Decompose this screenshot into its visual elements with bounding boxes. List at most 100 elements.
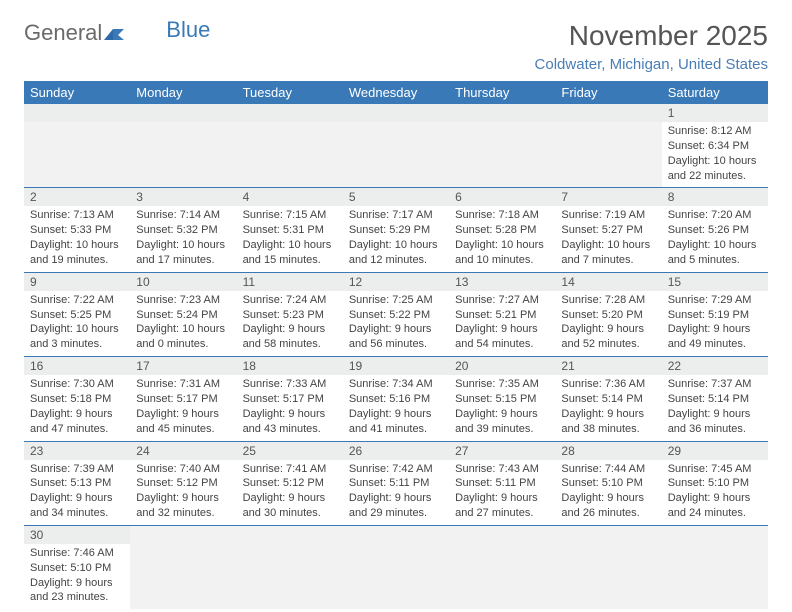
day-info: Sunrise: 7:37 AMSunset: 5:14 PMDaylight:… [662, 375, 768, 440]
day-cell: 14Sunrise: 7:28 AMSunset: 5:20 PMDayligh… [555, 272, 661, 356]
day-cell: 17 Sunrise: 7:31 AMSunset: 5:17 PMDayligh… [130, 357, 236, 441]
day-cell: 28Sunrise: 7:44 AMSunset: 5:10 PMDayligh… [555, 441, 661, 525]
sunset-text: Sunset: 5:24 PM [136, 308, 230, 323]
daylight-text: Daylight: 9 hours and 27 minutes. [455, 491, 549, 521]
sunrise-text: Sunrise: 7:45 AM [668, 462, 762, 477]
day-number: 13 [449, 273, 555, 291]
day-header: Wednesday [343, 81, 449, 104]
day-cell: 2Sunrise: 7:13 AMSunset: 5:33 PMDaylight… [24, 188, 130, 272]
sunset-text: Sunset: 5:14 PM [561, 392, 655, 407]
sunrise-text: Sunrise: 7:31 AM [136, 377, 230, 392]
day-number: 9 [24, 273, 130, 291]
sunset-text: Sunset: 5:13 PM [30, 476, 124, 491]
empty-cell [24, 104, 130, 188]
day-number: 17 [130, 357, 236, 375]
day-number: 14 [555, 273, 661, 291]
day-number: 30 [24, 526, 130, 544]
daylight-text: Daylight: 10 hours and 10 minutes. [455, 238, 549, 268]
daylight-text: Daylight: 9 hours and 24 minutes. [668, 491, 762, 521]
sunrise-text: Sunrise: 7:22 AM [30, 293, 124, 308]
sunset-text: Sunset: 6:34 PM [668, 139, 762, 154]
day-info: Sunrise: 7:23 AMSunset: 5:24 PMDaylight:… [130, 291, 236, 356]
day-info: Sunrise: 7:29 AMSunset: 5:19 PMDaylight:… [662, 291, 768, 356]
daylight-text: Daylight: 10 hours and 17 minutes. [136, 238, 230, 268]
day-header: Tuesday [237, 81, 343, 104]
day-info: Sunrise: 7:24 AMSunset: 5:23 PMDaylight:… [237, 291, 343, 356]
day-info: Sunrise: 7:19 AMSunset: 5:27 PMDaylight:… [555, 206, 661, 271]
day-number: 2 [24, 188, 130, 206]
daylight-text: Daylight: 9 hours and 52 minutes. [561, 322, 655, 352]
sunset-text: Sunset: 5:11 PM [455, 476, 549, 491]
daylight-text: Daylight: 9 hours and 54 minutes. [455, 322, 549, 352]
month-title: November 2025 [535, 20, 768, 52]
sunset-text: Sunset: 5:10 PM [561, 476, 655, 491]
day-cell: 29Sunrise: 7:45 AMSunset: 5:10 PMDayligh… [662, 441, 768, 525]
day-info: Sunrise: 7:43 AMSunset: 5:11 PMDaylight:… [449, 460, 555, 525]
day-info: Sunrise: 7:42 AMSunset: 5:11 PMDaylight:… [343, 460, 449, 525]
day-info: Sunrise: 7:14 AMSunset: 5:32 PMDaylight:… [130, 206, 236, 271]
calendar-row: 23Sunrise: 7:39 AMSunset: 5:13 PMDayligh… [24, 441, 768, 525]
sunset-text: Sunset: 5:17 PM [136, 392, 230, 407]
daylight-text: Daylight: 9 hours and 41 minutes. [349, 407, 443, 437]
calendar-row: 16Sunrise: 7:30 AMSunset: 5:18 PMDayligh… [24, 357, 768, 441]
day-number: 22 [662, 357, 768, 375]
day-cell: 24Sunrise: 7:40 AMSunset: 5:12 PMDayligh… [130, 441, 236, 525]
calendar-body: 1Sunrise: 8:12 AMSunset: 6:34 PMDaylight… [24, 104, 768, 609]
empty-cell [662, 525, 768, 609]
logo-text-general: General [24, 20, 102, 46]
sunset-text: Sunset: 5:26 PM [668, 223, 762, 238]
day-number: 18 [237, 357, 343, 375]
day-info: Sunrise: 7:45 AMSunset: 5:10 PMDaylight:… [662, 460, 768, 525]
empty-cell [237, 104, 343, 188]
sunrise-text: Sunrise: 7:39 AM [30, 462, 124, 477]
calendar-row: 1Sunrise: 8:12 AMSunset: 6:34 PMDaylight… [24, 104, 768, 188]
calendar-table: SundayMondayTuesdayWednesdayThursdayFrid… [24, 81, 768, 609]
sunset-text: Sunset: 5:25 PM [30, 308, 124, 323]
day-cell: 19Sunrise: 7:34 AMSunset: 5:16 PMDayligh… [343, 357, 449, 441]
empty-cell [343, 104, 449, 188]
day-number: 5 [343, 188, 449, 206]
day-cell: 13 Sunrise: 7:27 AMSunset: 5:21 PMDayligh… [449, 272, 555, 356]
sunrise-text: Sunrise: 7:18 AM [455, 208, 549, 223]
empty-daynum [343, 104, 449, 122]
sunset-text: Sunset: 5:14 PM [668, 392, 762, 407]
sunrise-text: Sunrise: 7:42 AM [349, 462, 443, 477]
daylight-text: Daylight: 9 hours and 32 minutes. [136, 491, 230, 521]
sunset-text: Sunset: 5:16 PM [349, 392, 443, 407]
day-cell: 7Sunrise: 7:19 AMSunset: 5:27 PMDaylight… [555, 188, 661, 272]
day-info: Sunrise: 7:33 AMSunset: 5:17 PMDaylight:… [237, 375, 343, 440]
day-cell: 16Sunrise: 7:30 AMSunset: 5:18 PMDayligh… [24, 357, 130, 441]
daylight-text: Daylight: 9 hours and 36 minutes. [668, 407, 762, 437]
sunrise-text: Sunrise: 7:28 AM [561, 293, 655, 308]
empty-daynum [449, 104, 555, 122]
sunrise-text: Sunrise: 7:46 AM [30, 546, 124, 561]
calendar-row: 9Sunrise: 7:22 AMSunset: 5:25 PMDaylight… [24, 272, 768, 356]
day-number: 27 [449, 442, 555, 460]
sunrise-text: Sunrise: 7:20 AM [668, 208, 762, 223]
sunrise-text: Sunrise: 7:30 AM [30, 377, 124, 392]
day-info: Sunrise: 7:35 AMSunset: 5:15 PMDaylight:… [449, 375, 555, 440]
daylight-text: Daylight: 10 hours and 5 minutes. [668, 238, 762, 268]
day-number: 23 [24, 442, 130, 460]
daylight-text: Daylight: 9 hours and 45 minutes. [136, 407, 230, 437]
day-cell: 4Sunrise: 7:15 AMSunset: 5:31 PMDaylight… [237, 188, 343, 272]
day-cell: 1Sunrise: 8:12 AMSunset: 6:34 PMDaylight… [662, 104, 768, 188]
daylight-text: Daylight: 9 hours and 56 minutes. [349, 322, 443, 352]
daylight-text: Daylight: 9 hours and 34 minutes. [30, 491, 124, 521]
day-header: Friday [555, 81, 661, 104]
day-number: 8 [662, 188, 768, 206]
sunrise-text: Sunrise: 7:40 AM [136, 462, 230, 477]
day-number: 10 [130, 273, 236, 291]
day-number: 20 [449, 357, 555, 375]
day-info: Sunrise: 7:13 AMSunset: 5:33 PMDaylight:… [24, 206, 130, 271]
daylight-text: Daylight: 10 hours and 15 minutes. [243, 238, 337, 268]
day-cell: 3Sunrise: 7:14 AMSunset: 5:32 PMDaylight… [130, 188, 236, 272]
sunrise-text: Sunrise: 7:27 AM [455, 293, 549, 308]
sunrise-text: Sunrise: 7:41 AM [243, 462, 337, 477]
day-cell: 12Sunrise: 7:25 AMSunset: 5:22 PMDayligh… [343, 272, 449, 356]
sunset-text: Sunset: 5:21 PM [455, 308, 549, 323]
sunset-text: Sunset: 5:10 PM [668, 476, 762, 491]
day-info: Sunrise: 7:22 AMSunset: 5:25 PMDaylight:… [24, 291, 130, 356]
day-cell: 23 Sunrise: 7:39 AMSunset: 5:13 PMDayligh… [24, 441, 130, 525]
day-header: Monday [130, 81, 236, 104]
